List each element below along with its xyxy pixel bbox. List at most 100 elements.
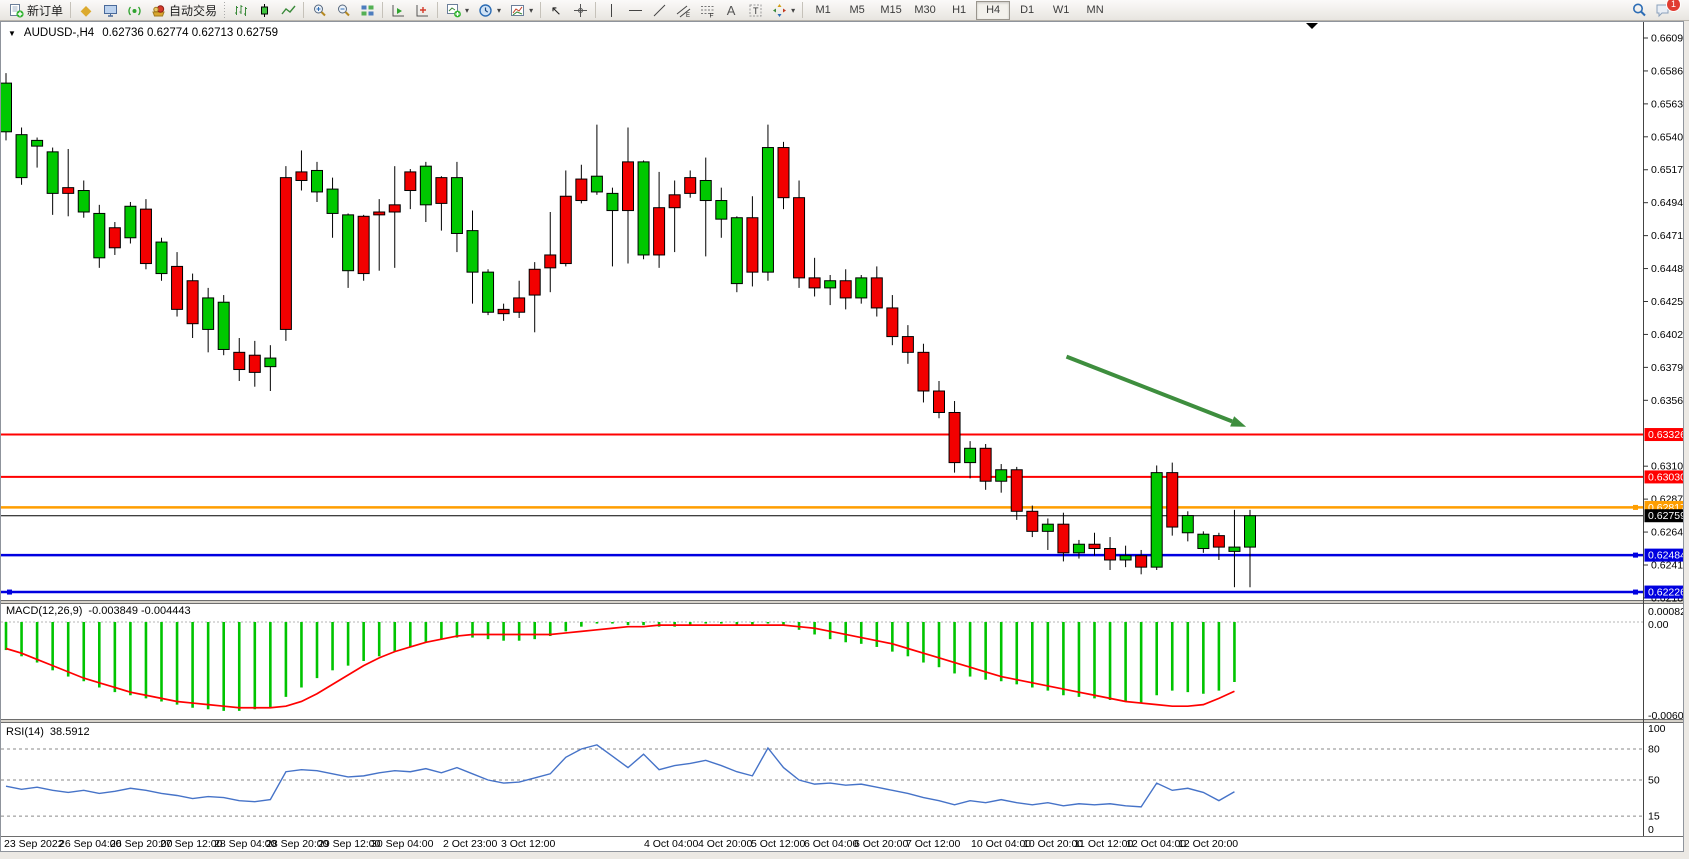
- candle-body: [497, 308, 510, 315]
- new-chart-icon: [445, 2, 461, 18]
- status-bar: [0, 852, 1689, 859]
- new-order-icon: [8, 2, 24, 18]
- cursor-button[interactable]: ↖: [544, 1, 568, 20]
- timeframe-MN[interactable]: MN: [1086, 4, 1104, 16]
- macd-name: MACD(12,26,9): [6, 605, 83, 617]
- candle-body: [62, 187, 75, 194]
- trendline-tool[interactable]: [647, 1, 671, 20]
- channel-tool[interactable]: E: [671, 1, 695, 20]
- candle-body: [15, 134, 28, 179]
- chart-candles-button[interactable]: [252, 1, 276, 20]
- chart-line-button[interactable]: [276, 1, 300, 20]
- auto-trading-button[interactable]: 自动交易: [146, 1, 221, 20]
- timeframe-H4[interactable]: H4: [976, 0, 1011, 20]
- timeframe-M5[interactable]: M5: [849, 4, 865, 16]
- price-tick-label: 0.63565: [1651, 395, 1683, 407]
- trendline-icon: [651, 2, 667, 18]
- collapse-triangle-icon[interactable]: ▼: [8, 28, 16, 38]
- tile-windows-icon: [359, 2, 375, 18]
- community-chat-button[interactable]: 1: [1651, 0, 1681, 20]
- time-axis-label: 26 Sep 04:00: [59, 838, 122, 850]
- candle-body: [342, 214, 355, 272]
- tile-windows-button[interactable]: [355, 1, 379, 20]
- zoom-in-button[interactable]: [307, 1, 331, 20]
- candle-body: [808, 277, 821, 289]
- search-button[interactable]: [1627, 1, 1651, 20]
- svg-text:E: E: [686, 13, 690, 18]
- candle-body: [979, 447, 992, 482]
- text-tool[interactable]: A: [719, 1, 743, 20]
- toolbar: 新订单 ◆ 自动交易: [0, 0, 1689, 21]
- bar-shift-marker[interactable]: [1306, 23, 1318, 29]
- candle-body: [886, 307, 899, 338]
- price-tick-label: 0.64715: [1651, 230, 1683, 242]
- rsi-axis-label: 80: [1648, 744, 1660, 756]
- candle-body: [1041, 523, 1054, 532]
- candles: [0, 73, 1256, 588]
- rsi-axis-label: 100: [1648, 723, 1666, 735]
- fibonacci-tool[interactable]: F: [695, 1, 719, 20]
- macd-signal-line: [5, 624, 1235, 709]
- hline-handle[interactable]: [7, 589, 12, 595]
- candle-body: [715, 200, 728, 220]
- price-tick-label: 0.62415: [1651, 559, 1683, 571]
- hline-handle[interactable]: [1633, 589, 1638, 595]
- monitor-icon: [102, 2, 118, 18]
- channel-icon: E: [675, 2, 691, 18]
- hline-handle[interactable]: [1633, 504, 1638, 510]
- charts-profile-button[interactable]: ◆: [74, 1, 98, 20]
- time-axis-label: 6 Oct 20:00: [854, 838, 908, 850]
- candle-body: [357, 215, 370, 275]
- candle-body: [0, 82, 12, 133]
- timeframe-H1[interactable]: H1: [952, 4, 967, 16]
- templates-button[interactable]: ▾: [505, 1, 537, 20]
- periods-button[interactable]: ▾: [473, 1, 505, 20]
- time-axis-label: 29 Sep 12:00: [318, 838, 381, 850]
- auto-trading-label: 自动交易: [169, 3, 218, 18]
- trend-arrow[interactable]: [1065, 354, 1233, 424]
- main-chart-canvas[interactable]: [1, 22, 1643, 600]
- candle-body: [1228, 546, 1241, 552]
- timeframe-M15[interactable]: M15: [880, 4, 902, 16]
- timeframe-group: M1 M5 M15 M30 H1 H4 D1 W1 MN: [806, 0, 1112, 20]
- chart-svg: 0.66095 0.65865 0.65635 0.65405 0.65175 0.649…: [0, 22, 1689, 850]
- price-line-badge: [1644, 548, 1685, 562]
- zoom-out-button[interactable]: [331, 1, 355, 20]
- rsi-pane[interactable]: [1, 723, 1643, 836]
- timeframe-W1[interactable]: W1: [1052, 4, 1070, 16]
- shapes-tool[interactable]: ▾: [767, 1, 799, 20]
- candle-body: [295, 171, 308, 181]
- new-chart-button[interactable]: ▾: [441, 1, 473, 20]
- horizontal-line-tool[interactable]: [623, 1, 647, 20]
- notification-badge: 1: [1666, 0, 1681, 12]
- timeframe-M30[interactable]: M30: [914, 4, 936, 16]
- hline-handle[interactable]: [1633, 552, 1638, 558]
- auto-scroll-button[interactable]: [386, 1, 410, 20]
- signal-center-button[interactable]: [122, 1, 146, 20]
- time-axis[interactable]: [1, 837, 1643, 850]
- candle-body: [575, 178, 588, 202]
- candle-body: [311, 169, 323, 193]
- new-order-button[interactable]: 新订单: [4, 1, 67, 20]
- price-axis[interactable]: [1643, 22, 1683, 836]
- candle-body: [1119, 555, 1132, 561]
- zoom-out-icon: [335, 2, 351, 18]
- time-axis-label: 3 Oct 12:00: [501, 838, 555, 850]
- rsi-value: 38.5912: [49, 726, 90, 738]
- candle-body: [1072, 543, 1085, 554]
- timeframe-M1[interactable]: M1: [815, 4, 831, 16]
- chart-bars-button[interactable]: [228, 1, 252, 20]
- candle-body: [373, 211, 386, 216]
- text-label-tool[interactable]: T: [743, 1, 767, 20]
- market-watch-button[interactable]: [98, 1, 122, 20]
- macd-pane[interactable]: [1, 604, 1643, 719]
- crosshair-button[interactable]: [568, 1, 592, 20]
- timeframe-D1[interactable]: D1: [1020, 4, 1035, 16]
- rsi-axis-label: 15: [1648, 811, 1660, 823]
- candle-body: [1057, 523, 1070, 554]
- chart-shift-button[interactable]: [410, 1, 434, 20]
- candle-body: [746, 217, 759, 273]
- candle-body: [606, 192, 619, 212]
- price-tick-label: 0.66095: [1651, 33, 1683, 45]
- vertical-line-tool[interactable]: [599, 1, 623, 20]
